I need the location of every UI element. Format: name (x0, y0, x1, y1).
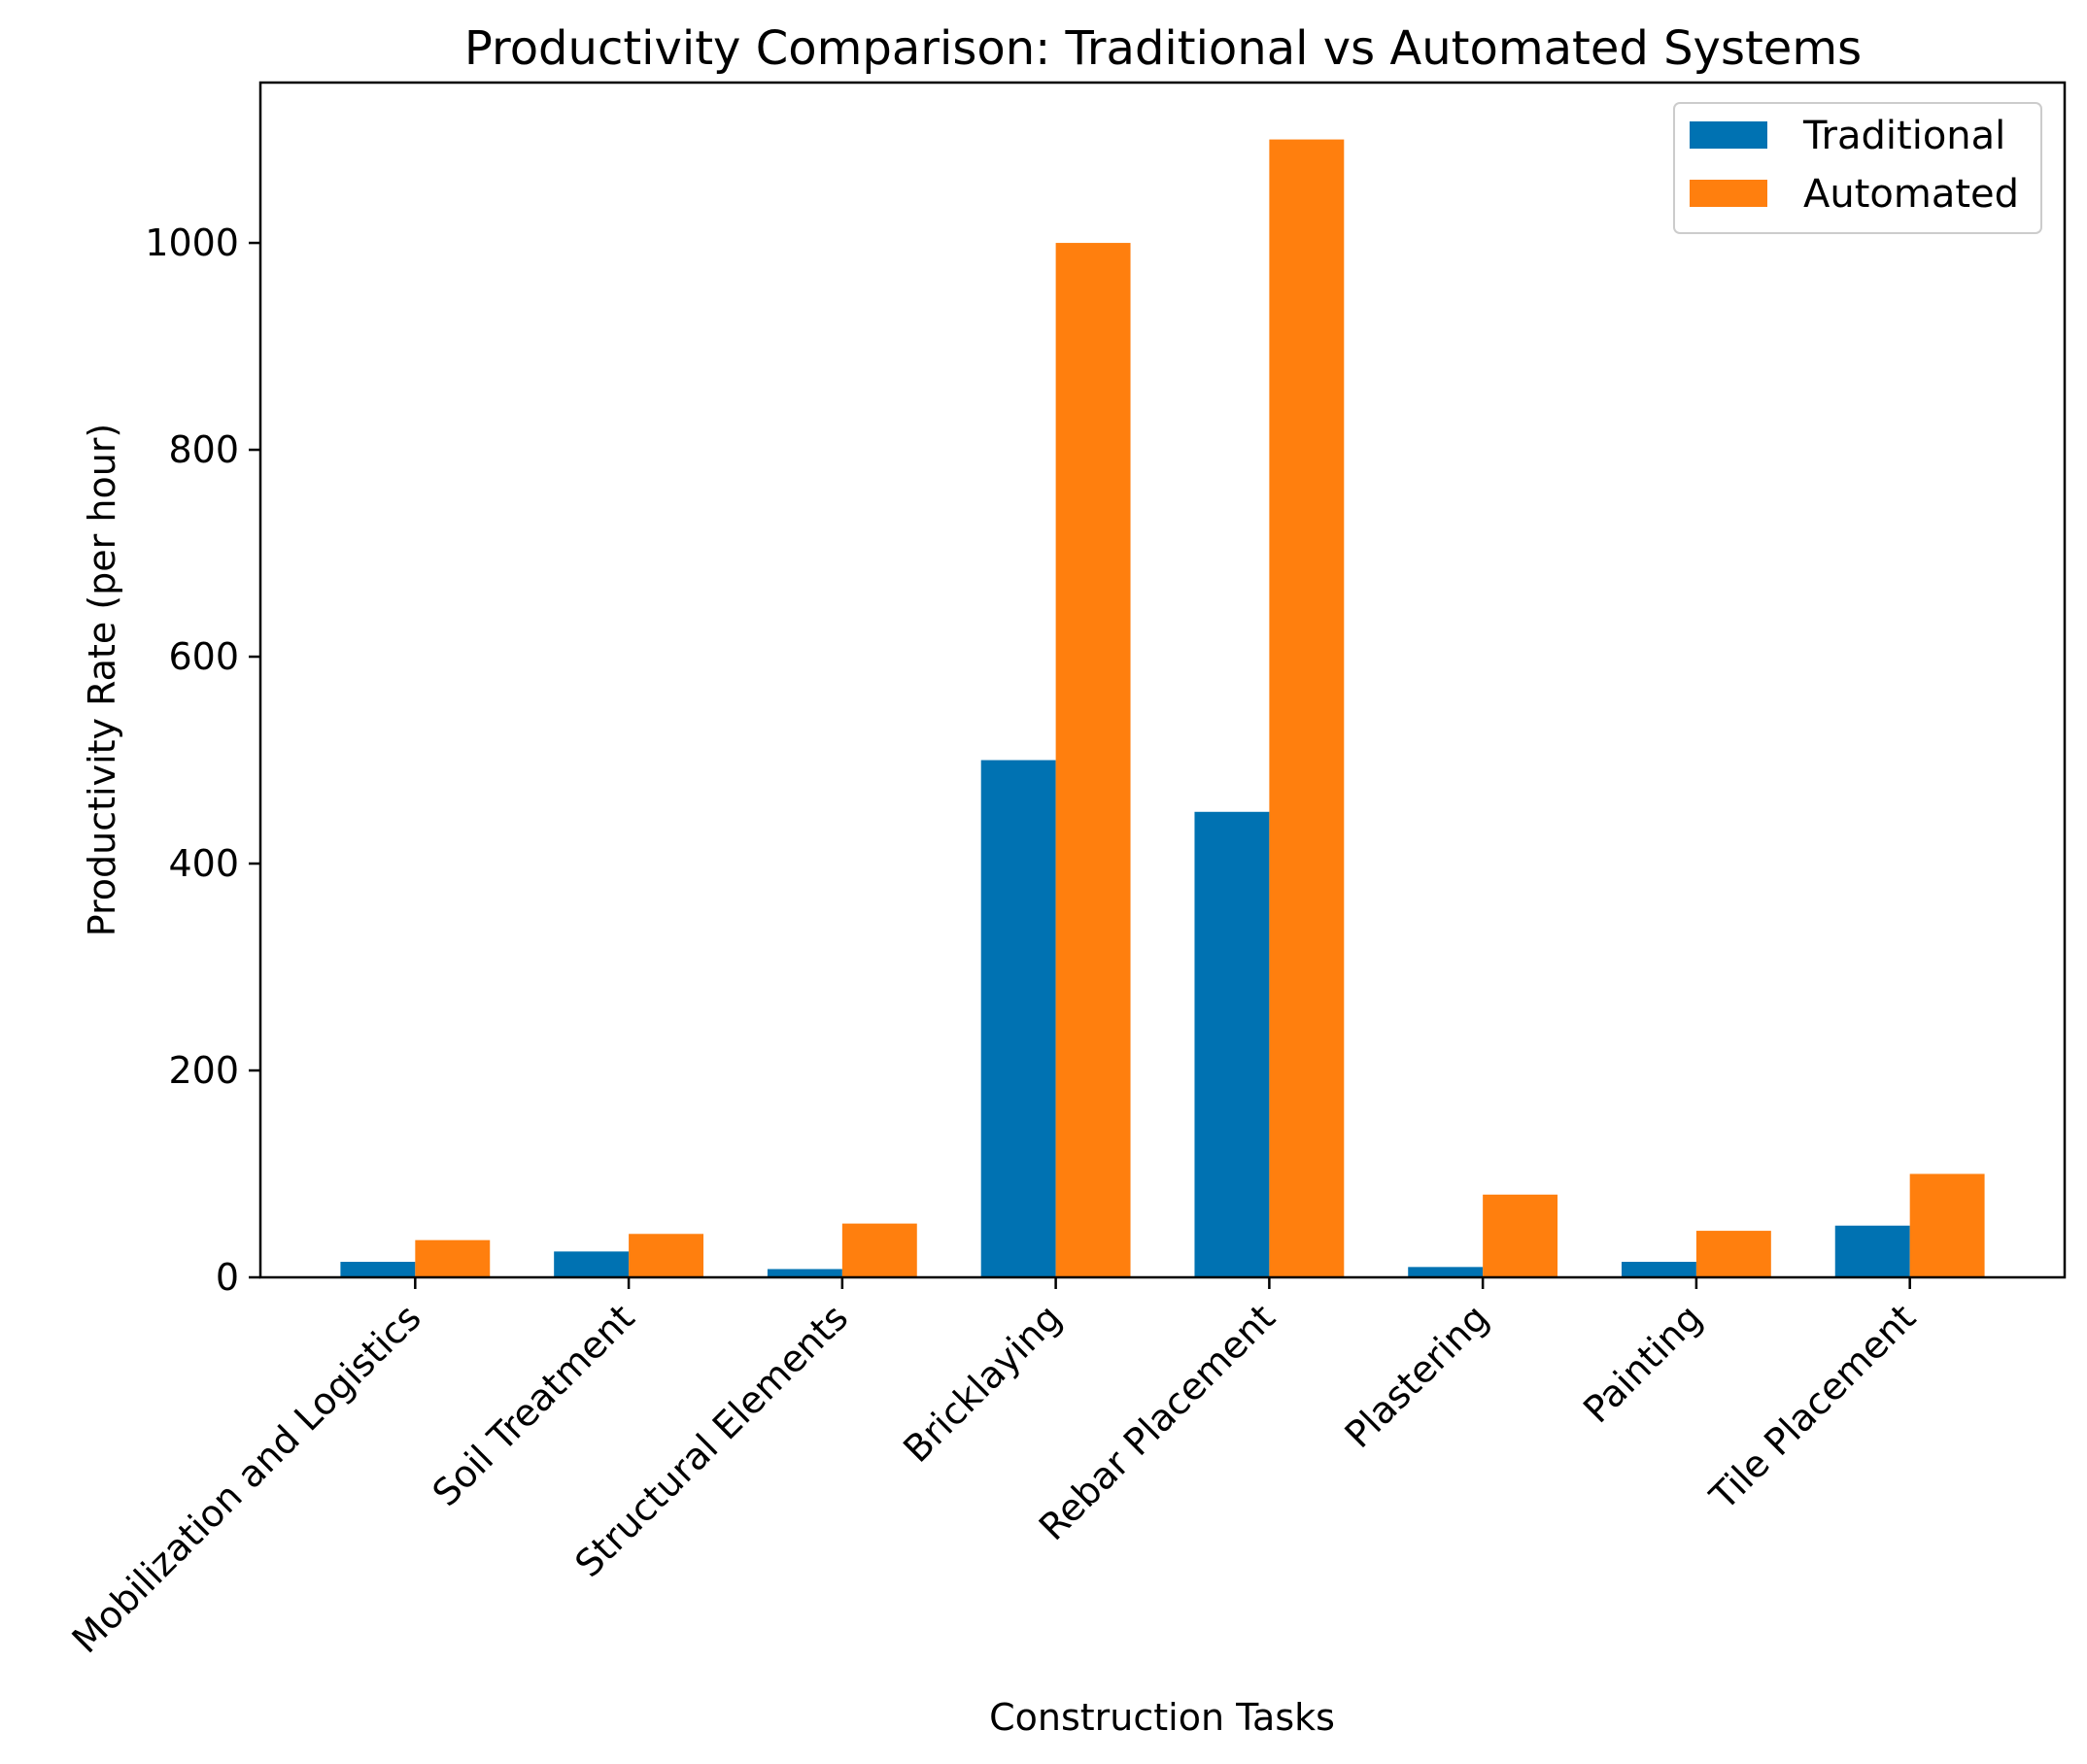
bar-automated-5 (1483, 1194, 1558, 1277)
bar-traditional-7 (1834, 1225, 1910, 1277)
y-tick-label: 400 (168, 842, 239, 885)
bar-traditional-5 (1408, 1267, 1484, 1277)
y-tick-label: 200 (168, 1049, 239, 1092)
legend-swatch-automated (1690, 180, 1767, 207)
bar-traditional-4 (1194, 811, 1270, 1277)
bar-automated-0 (415, 1239, 491, 1277)
bar-automated-4 (1269, 139, 1345, 1278)
legend-label-traditional: Traditional (1802, 114, 2005, 158)
y-axis-ticks: 0 200 400 600 800 1000 (145, 221, 260, 1299)
y-tick-label: 800 (168, 428, 239, 471)
bar-traditional-2 (767, 1269, 842, 1277)
bar-automated-6 (1695, 1231, 1771, 1277)
y-axis-label: Productivity Rate (per hour) (81, 424, 123, 936)
chart-title: Productivity Comparison: Traditional vs … (464, 21, 1862, 76)
y-tick-label: 0 (216, 1256, 239, 1299)
x-axis-label: Construction Tasks (989, 1696, 1335, 1739)
bar-automated-3 (1055, 243, 1131, 1277)
bar-traditional-1 (554, 1251, 630, 1277)
bar-traditional-0 (340, 1262, 416, 1277)
bars-layer (340, 139, 1985, 1278)
bar-automated-2 (841, 1223, 917, 1277)
legend-swatch-traditional (1690, 121, 1767, 149)
bar-traditional-3 (980, 760, 1056, 1277)
bar-automated-7 (1909, 1173, 1985, 1277)
legend: Traditional Automated (1673, 102, 2042, 234)
bar-automated-1 (629, 1234, 704, 1277)
plot-area-frame (258, 81, 2067, 1279)
legend-label-automated: Automated (1803, 172, 2019, 217)
y-tick-label: 1000 (145, 221, 239, 264)
y-tick-label: 600 (168, 635, 239, 678)
bar-traditional-6 (1621, 1262, 1696, 1277)
